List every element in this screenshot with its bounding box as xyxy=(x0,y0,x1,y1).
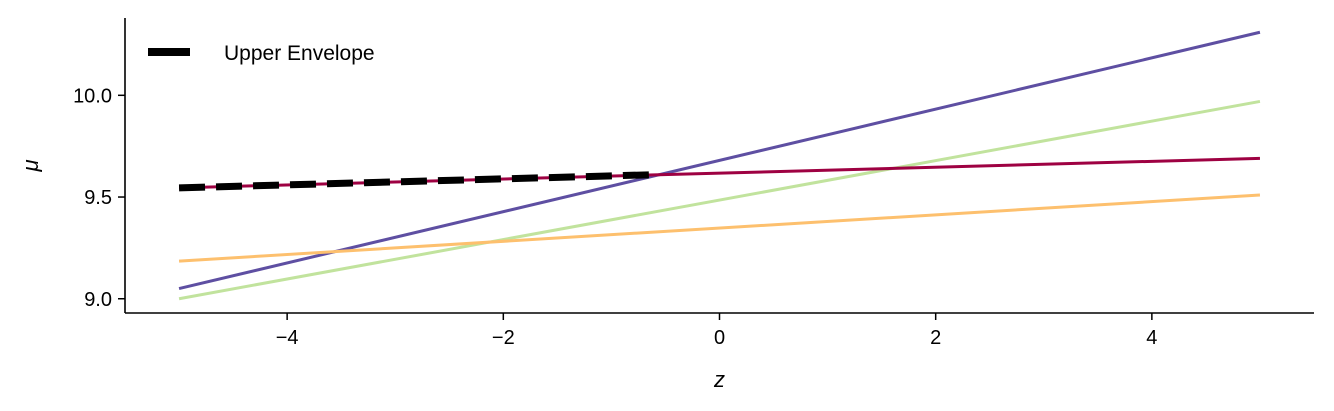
x-tick-label: −2 xyxy=(492,327,515,349)
ticks: −4 −2 0 2 4 9.0 9.5 10.0 xyxy=(73,85,1157,349)
x-tick-label: −4 xyxy=(276,327,299,349)
series-line-1 xyxy=(178,30,1261,291)
x-tick-label: 2 xyxy=(930,327,941,349)
x-tick-label: 0 xyxy=(714,327,725,349)
legend: Upper Envelope xyxy=(148,42,375,65)
y-tick-label: 9.0 xyxy=(84,289,112,311)
y-tick-label: 10.0 xyxy=(73,85,112,107)
x-axis-label: z xyxy=(713,367,725,392)
x-tick-label: 4 xyxy=(1146,327,1157,349)
axes: −4 −2 0 2 4 9.0 9.5 10.0 xyxy=(73,18,1314,349)
series-line-2 xyxy=(178,99,1261,301)
y-tick-label: 9.5 xyxy=(84,187,112,209)
legend-label-upper-envelope: Upper Envelope xyxy=(224,42,375,65)
upper-envelope-line xyxy=(178,171,655,192)
series-line-3 xyxy=(179,156,1260,190)
series-layer xyxy=(178,30,1261,301)
y-axis-label: μ xyxy=(18,159,43,172)
series-line-4 xyxy=(178,193,1261,263)
